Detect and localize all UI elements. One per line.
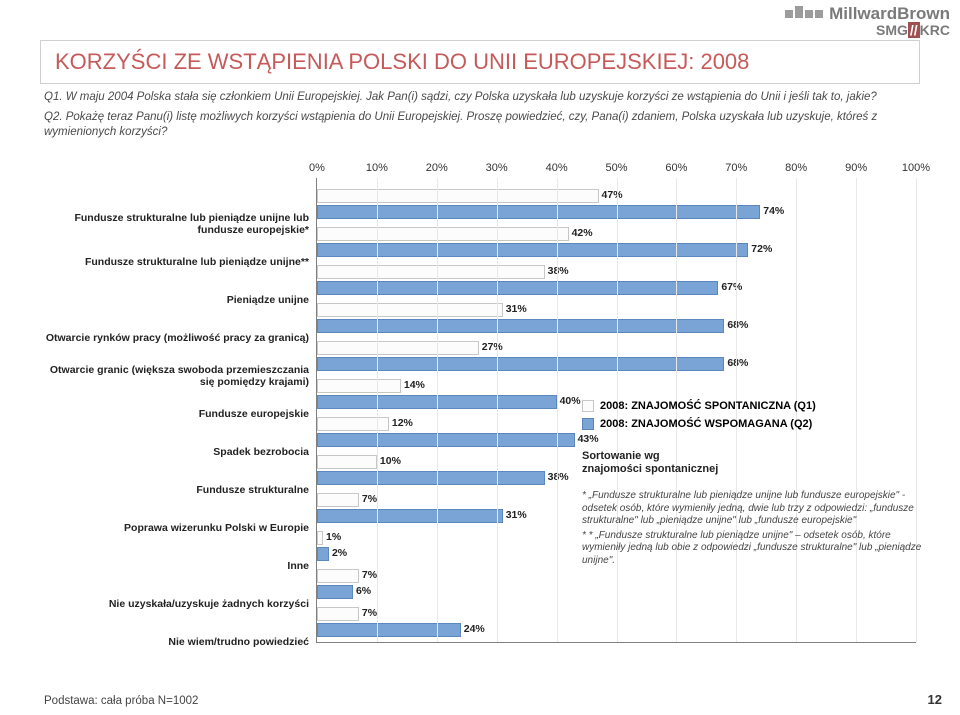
category-label: Otwarcie granic (większa swoboda przemie… bbox=[44, 358, 309, 396]
bar-q2: 31% bbox=[317, 509, 503, 523]
logo-mark-icon bbox=[785, 10, 823, 18]
bar-q1: 14% bbox=[317, 379, 401, 393]
legend-label: 2008: ZNAJOMOŚĆ SPONTANICZNA (Q1) bbox=[600, 400, 816, 412]
page-title: KORZYŚCI ZE WSTĄPIENIA POLSKI DO UNII EU… bbox=[40, 40, 920, 84]
bar-q2: 2% bbox=[317, 547, 329, 561]
bar-q2-value: 24% bbox=[464, 623, 485, 635]
category-label: Nie uzyskała/uzyskuje żadnych korzyści bbox=[44, 586, 309, 624]
x-tick: 50% bbox=[605, 162, 627, 174]
bar-q1-value: 38% bbox=[548, 265, 569, 277]
bar-q1: 7% bbox=[317, 607, 359, 621]
footnote-1: * „Fundusze strukturalne lub pieniądze u… bbox=[582, 490, 930, 528]
question-q2: Q2. Pokażę teraz Panu(i) listę możliwych… bbox=[44, 110, 916, 141]
bar-q1: 1% bbox=[317, 531, 323, 545]
bar-q2-value: 38% bbox=[548, 471, 569, 483]
logo-top-text: MillwardBrown bbox=[829, 4, 950, 24]
x-tick: 0% bbox=[309, 162, 325, 174]
page-number: 12 bbox=[928, 692, 942, 707]
legend-swatch bbox=[582, 418, 594, 430]
logo-top: MillwardBrown bbox=[785, 4, 950, 24]
bar-q2-value: 68% bbox=[727, 319, 748, 331]
bar-q1-value: 1% bbox=[326, 531, 341, 543]
question-q1: Q1. W maju 2004 Polska stała się członki… bbox=[44, 90, 916, 106]
bar-q2: 68% bbox=[317, 319, 724, 333]
footnotes: * „Fundusze strukturalne lub pieniądze u… bbox=[582, 490, 930, 567]
legend-item: 2008: ZNAJOMOŚĆ SPONTANICZNA (Q1) bbox=[582, 400, 928, 412]
category-label: Fundusze strukturalne lub pieniądze unij… bbox=[44, 206, 309, 244]
bar-q1-value: 7% bbox=[362, 607, 377, 619]
x-tick: 100% bbox=[902, 162, 930, 174]
bar-q1-value: 10% bbox=[380, 455, 401, 467]
x-tick: 20% bbox=[426, 162, 448, 174]
gridline bbox=[437, 178, 438, 642]
logo-sub: SMG//KRC bbox=[876, 22, 950, 38]
slashes-icon: // bbox=[908, 22, 920, 38]
bar-q1-value: 42% bbox=[572, 227, 593, 239]
bar-q1-value: 27% bbox=[482, 341, 503, 353]
bar-q2-value: 68% bbox=[727, 357, 748, 369]
bar-q1: 42% bbox=[317, 227, 569, 241]
bar-q2-value: 67% bbox=[721, 281, 742, 293]
question-block: Q1. W maju 2004 Polska stała się członki… bbox=[44, 90, 916, 141]
bar-q2: 43% bbox=[317, 433, 575, 447]
chart-y-labels: Fundusze strukturalne lub pieniądze unij… bbox=[44, 206, 309, 662]
x-tick: 90% bbox=[845, 162, 867, 174]
bar-q2-value: 72% bbox=[751, 243, 772, 255]
sort-note: Sortowanie wgznajomości spontanicznej bbox=[582, 450, 932, 476]
gridline bbox=[557, 178, 558, 642]
chart-x-axis: 0%10%20%30%40%50%60%70%80%90%100% bbox=[317, 162, 916, 178]
bar-q1-value: 47% bbox=[602, 189, 623, 201]
bar-q1: 31% bbox=[317, 303, 503, 317]
base-text: Podstawa: cała próba N=1002 bbox=[44, 695, 198, 707]
bar-q1: 7% bbox=[317, 569, 359, 583]
category-label: Nie wiem/trudno powiedzieć bbox=[44, 624, 309, 662]
x-tick: 40% bbox=[546, 162, 568, 174]
footnote-2: * * „Fundusze strukturalne lub pieniądze… bbox=[582, 530, 930, 568]
legend-label: 2008: ZNAJOMOŚĆ WSPOMAGANA (Q2) bbox=[600, 418, 812, 430]
x-tick: 30% bbox=[486, 162, 508, 174]
x-tick: 80% bbox=[785, 162, 807, 174]
bar-q1-value: 31% bbox=[506, 303, 527, 315]
bar-q2-value: 6% bbox=[356, 585, 371, 597]
bar-q2: 74% bbox=[317, 205, 760, 219]
brand-logo: MillwardBrown SMG//KRC bbox=[785, 4, 950, 38]
bar-q1: 7% bbox=[317, 493, 359, 507]
bar-q1-value: 12% bbox=[392, 417, 413, 429]
bar-q2-value: 40% bbox=[560, 395, 581, 407]
bar-q2: 38% bbox=[317, 471, 545, 485]
bar-q1-value: 7% bbox=[362, 493, 377, 505]
bar-q2-value: 74% bbox=[763, 205, 784, 217]
x-tick: 70% bbox=[725, 162, 747, 174]
gridline bbox=[497, 178, 498, 642]
category-label: Pieniądze unijne bbox=[44, 282, 309, 320]
category-label: Fundusze europejskie bbox=[44, 396, 309, 434]
legend-swatch bbox=[582, 400, 594, 412]
category-label: Inne bbox=[44, 548, 309, 586]
bar-q2-value: 2% bbox=[332, 547, 347, 559]
bar-q2: 24% bbox=[317, 623, 461, 637]
category-label: Otwarcie rynków pracy (możliwość pracy z… bbox=[44, 320, 309, 358]
category-label: Poprawa wizerunku Polski w Europie bbox=[44, 510, 309, 548]
bar-q1: 27% bbox=[317, 341, 479, 355]
bar-q1-value: 7% bbox=[362, 569, 377, 581]
bar-q2: 68% bbox=[317, 357, 724, 371]
category-label: Fundusze strukturalne bbox=[44, 472, 309, 510]
bar-q1: 10% bbox=[317, 455, 377, 469]
chart-legend: 2008: ZNAJOMOŚĆ SPONTANICZNA (Q1) 2008: Z… bbox=[582, 400, 928, 436]
category-label: Fundusze strukturalne lub pieniądze unij… bbox=[44, 244, 309, 282]
bar-q1-value: 14% bbox=[404, 379, 425, 391]
bar-q1: 38% bbox=[317, 265, 545, 279]
bar-q2: 72% bbox=[317, 243, 748, 257]
legend-item: 2008: ZNAJOMOŚĆ WSPOMAGANA (Q2) bbox=[582, 418, 928, 430]
bar-q2: 6% bbox=[317, 585, 353, 599]
bar-q1: 12% bbox=[317, 417, 389, 431]
category-label: Spadek bezrobocia bbox=[44, 434, 309, 472]
bar-q2-value: 31% bbox=[506, 509, 527, 521]
gridline bbox=[377, 178, 378, 642]
x-tick: 60% bbox=[665, 162, 687, 174]
x-tick: 10% bbox=[366, 162, 388, 174]
